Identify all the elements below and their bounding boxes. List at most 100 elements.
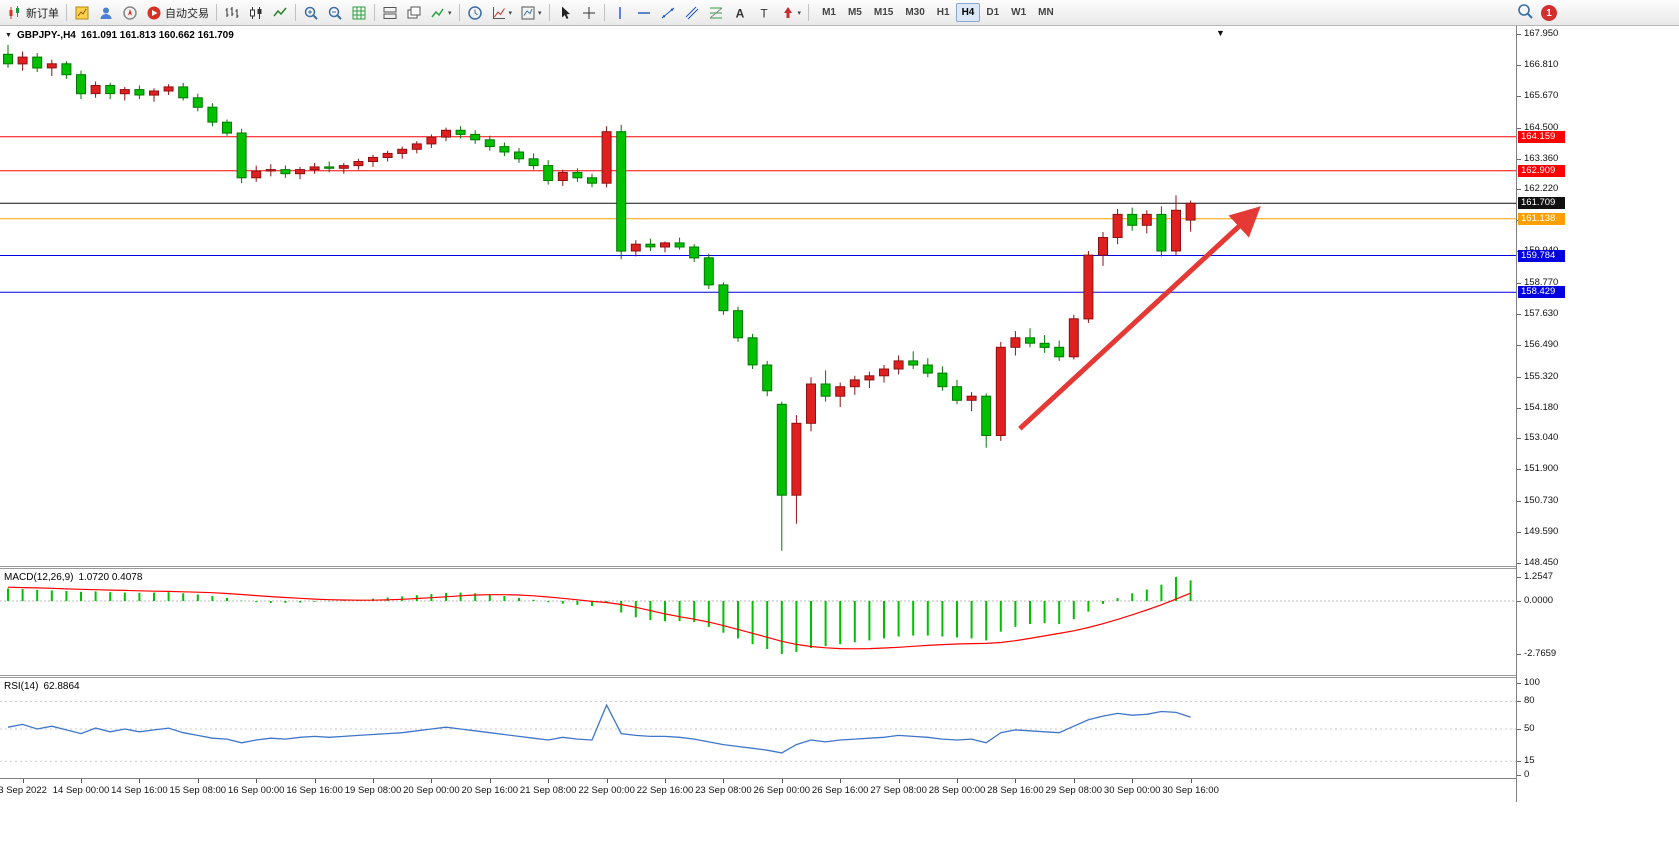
- profiles-button[interactable]: [94, 2, 118, 23]
- time-tick-label: 30 Sep 16:00: [1162, 785, 1219, 796]
- time-tick-label: 21 Sep 08:00: [519, 785, 577, 796]
- vline-icon: [612, 5, 628, 21]
- rsi-tick-label: 100: [1524, 677, 1540, 688]
- macd-tick-label: -2.7659: [1524, 648, 1557, 660]
- time-tick-label: 27 Sep 08:00: [870, 785, 927, 796]
- price-tick-label: 155.320: [1524, 370, 1559, 382]
- rsi-tick-label: 80: [1524, 695, 1535, 707]
- time-tick-label: 26 Sep 00:00: [753, 785, 811, 796]
- timeframe-m30-button[interactable]: M30: [905, 7, 925, 18]
- time-axis[interactable]: 3 Sep 2022 14 Sep 00:00 14 Sep 16:00 15 Sep…: [0, 778, 1516, 802]
- time-tick: [489, 779, 491, 783]
- fibonacci-button[interactable]: [704, 2, 728, 23]
- time-tick: [723, 779, 725, 783]
- trend-arrow[interactable]: [1018, 206, 1261, 431]
- macd-name: MACD(12,26,9): [4, 572, 74, 583]
- macd-chart[interactable]: [0, 569, 1516, 675]
- crosshair-button[interactable]: [577, 2, 601, 23]
- new-chart-button[interactable]: [70, 2, 94, 23]
- macd-values: 1.0720 0.4078: [78, 572, 143, 583]
- grid-button[interactable]: [347, 2, 371, 23]
- period-clock-button[interactable]: [463, 2, 487, 23]
- arrange-windows-button[interactable]: [402, 2, 426, 23]
- templates-button[interactable]: ▾: [516, 2, 546, 23]
- time-tick: [1015, 779, 1017, 783]
- navigator-button[interactable]: [118, 2, 142, 23]
- arrows-button[interactable]: ▾: [776, 2, 806, 23]
- timeframe-w1-button[interactable]: W1: [1011, 7, 1027, 18]
- zoom-out-button[interactable]: [323, 2, 347, 23]
- panel-divider[interactable]: [0, 677, 1566, 678]
- auto-trading-button[interactable]: 自动交易: [142, 2, 213, 23]
- time-tick: [81, 779, 82, 783]
- macd-tick-label: 1.2547: [1524, 570, 1554, 582]
- notifications-badge[interactable]: 1: [1541, 5, 1557, 21]
- timeframe-h1-button[interactable]: H1: [936, 7, 950, 18]
- chart-shift-button[interactable]: ▾: [426, 2, 456, 23]
- time-tick-label: 28 Sep 00:00: [928, 785, 986, 796]
- price-axis[interactable]: 167.950 166.810 165.670 164.500 163.360 162.2…: [1516, 26, 1566, 802]
- new-order-label: 新订单: [26, 7, 59, 20]
- new-order-button[interactable]: 新订单: [3, 2, 63, 23]
- time-tick: [781, 779, 783, 783]
- timeframe-mn-button[interactable]: MN: [1038, 7, 1054, 18]
- price-tick-label: 163.360: [1524, 152, 1559, 164]
- axis-tick: [1517, 601, 1521, 602]
- axis-tick: [1517, 683, 1521, 684]
- timeframe-m1-button[interactable]: M1: [822, 7, 836, 18]
- tile-windows-button[interactable]: [378, 2, 402, 23]
- time-tick-label: 22 Sep 00:00: [578, 785, 635, 796]
- timeframe-d1-button[interactable]: D1: [986, 7, 1000, 18]
- main-chart[interactable]: [0, 26, 1516, 566]
- chart-scroll-marker-icon[interactable]: ▼: [1216, 28, 1225, 38]
- text-label-button[interactable]: T: [752, 2, 776, 23]
- axis-tick: [1517, 701, 1521, 703]
- timeframe-h4-button[interactable]: H4: [955, 3, 981, 22]
- zoom-in-button[interactable]: [299, 2, 323, 23]
- chart-symbol-label: GBPJPY-,H4: [16, 30, 76, 41]
- timeframe-m15-button[interactable]: M15: [873, 7, 894, 18]
- line-chart-button[interactable]: [268, 2, 292, 23]
- panel-divider[interactable]: [0, 675, 1566, 676]
- axis-tick: [1517, 158, 1521, 160]
- axis-tick: [1517, 761, 1521, 763]
- price-tick-label: 154.180: [1524, 401, 1559, 413]
- navigator-icon: [122, 5, 138, 21]
- auto-trading-label: 自动交易: [165, 7, 209, 20]
- panel-divider[interactable]: [0, 568, 1566, 569]
- time-tick: [1132, 779, 1134, 783]
- price-tick-label: 151.900: [1524, 463, 1559, 475]
- svg-text:T: T: [760, 6, 768, 20]
- indicators-button[interactable]: ▾: [487, 2, 517, 23]
- bar-chart-button[interactable]: [220, 2, 244, 23]
- panel-divider[interactable]: [0, 566, 1566, 567]
- dropdown-arrow-icon: ▾: [538, 9, 542, 17]
- horizontal-line-button[interactable]: [632, 2, 656, 23]
- price-tick-label: 150.730: [1524, 495, 1559, 507]
- macd-tick-label: 0.0000: [1524, 595, 1554, 606]
- time-tick: [22, 779, 24, 783]
- axis-tick: [1517, 34, 1521, 35]
- rsi-tick-label: 15: [1524, 755, 1535, 767]
- vertical-line-button[interactable]: [608, 2, 632, 23]
- price-tick-label: 158.770: [1524, 277, 1559, 289]
- time-tick: [1073, 779, 1075, 783]
- price-tick-label: 165.670: [1524, 89, 1559, 101]
- time-tick-label: 19 Sep 08:00: [344, 785, 402, 796]
- axis-tick: [1517, 775, 1521, 776]
- crosshair-icon: [581, 5, 597, 21]
- chart-collapse-icon[interactable]: ▼: [5, 32, 12, 39]
- macd-signal-line: [7, 586, 1191, 650]
- time-tick: [197, 779, 199, 783]
- rsi-chart[interactable]: [0, 678, 1516, 778]
- trendline-button[interactable]: [656, 2, 680, 23]
- chart-window: ▼ GBPJPY-,H4 161.091 161.813 160.662 161…: [0, 26, 1566, 802]
- price-tick-label: 156.490: [1524, 338, 1559, 350]
- candlestick-chart-button[interactable]: [244, 2, 268, 23]
- cursor-button[interactable]: [553, 2, 577, 23]
- timeframe-m5-button[interactable]: M5: [847, 7, 862, 18]
- equidistant-channel-button[interactable]: [680, 2, 704, 23]
- search-icon[interactable]: [1516, 2, 1534, 25]
- text-button[interactable]: A: [728, 2, 752, 23]
- time-tick-label: 30 Sep 00:00: [1103, 785, 1161, 796]
